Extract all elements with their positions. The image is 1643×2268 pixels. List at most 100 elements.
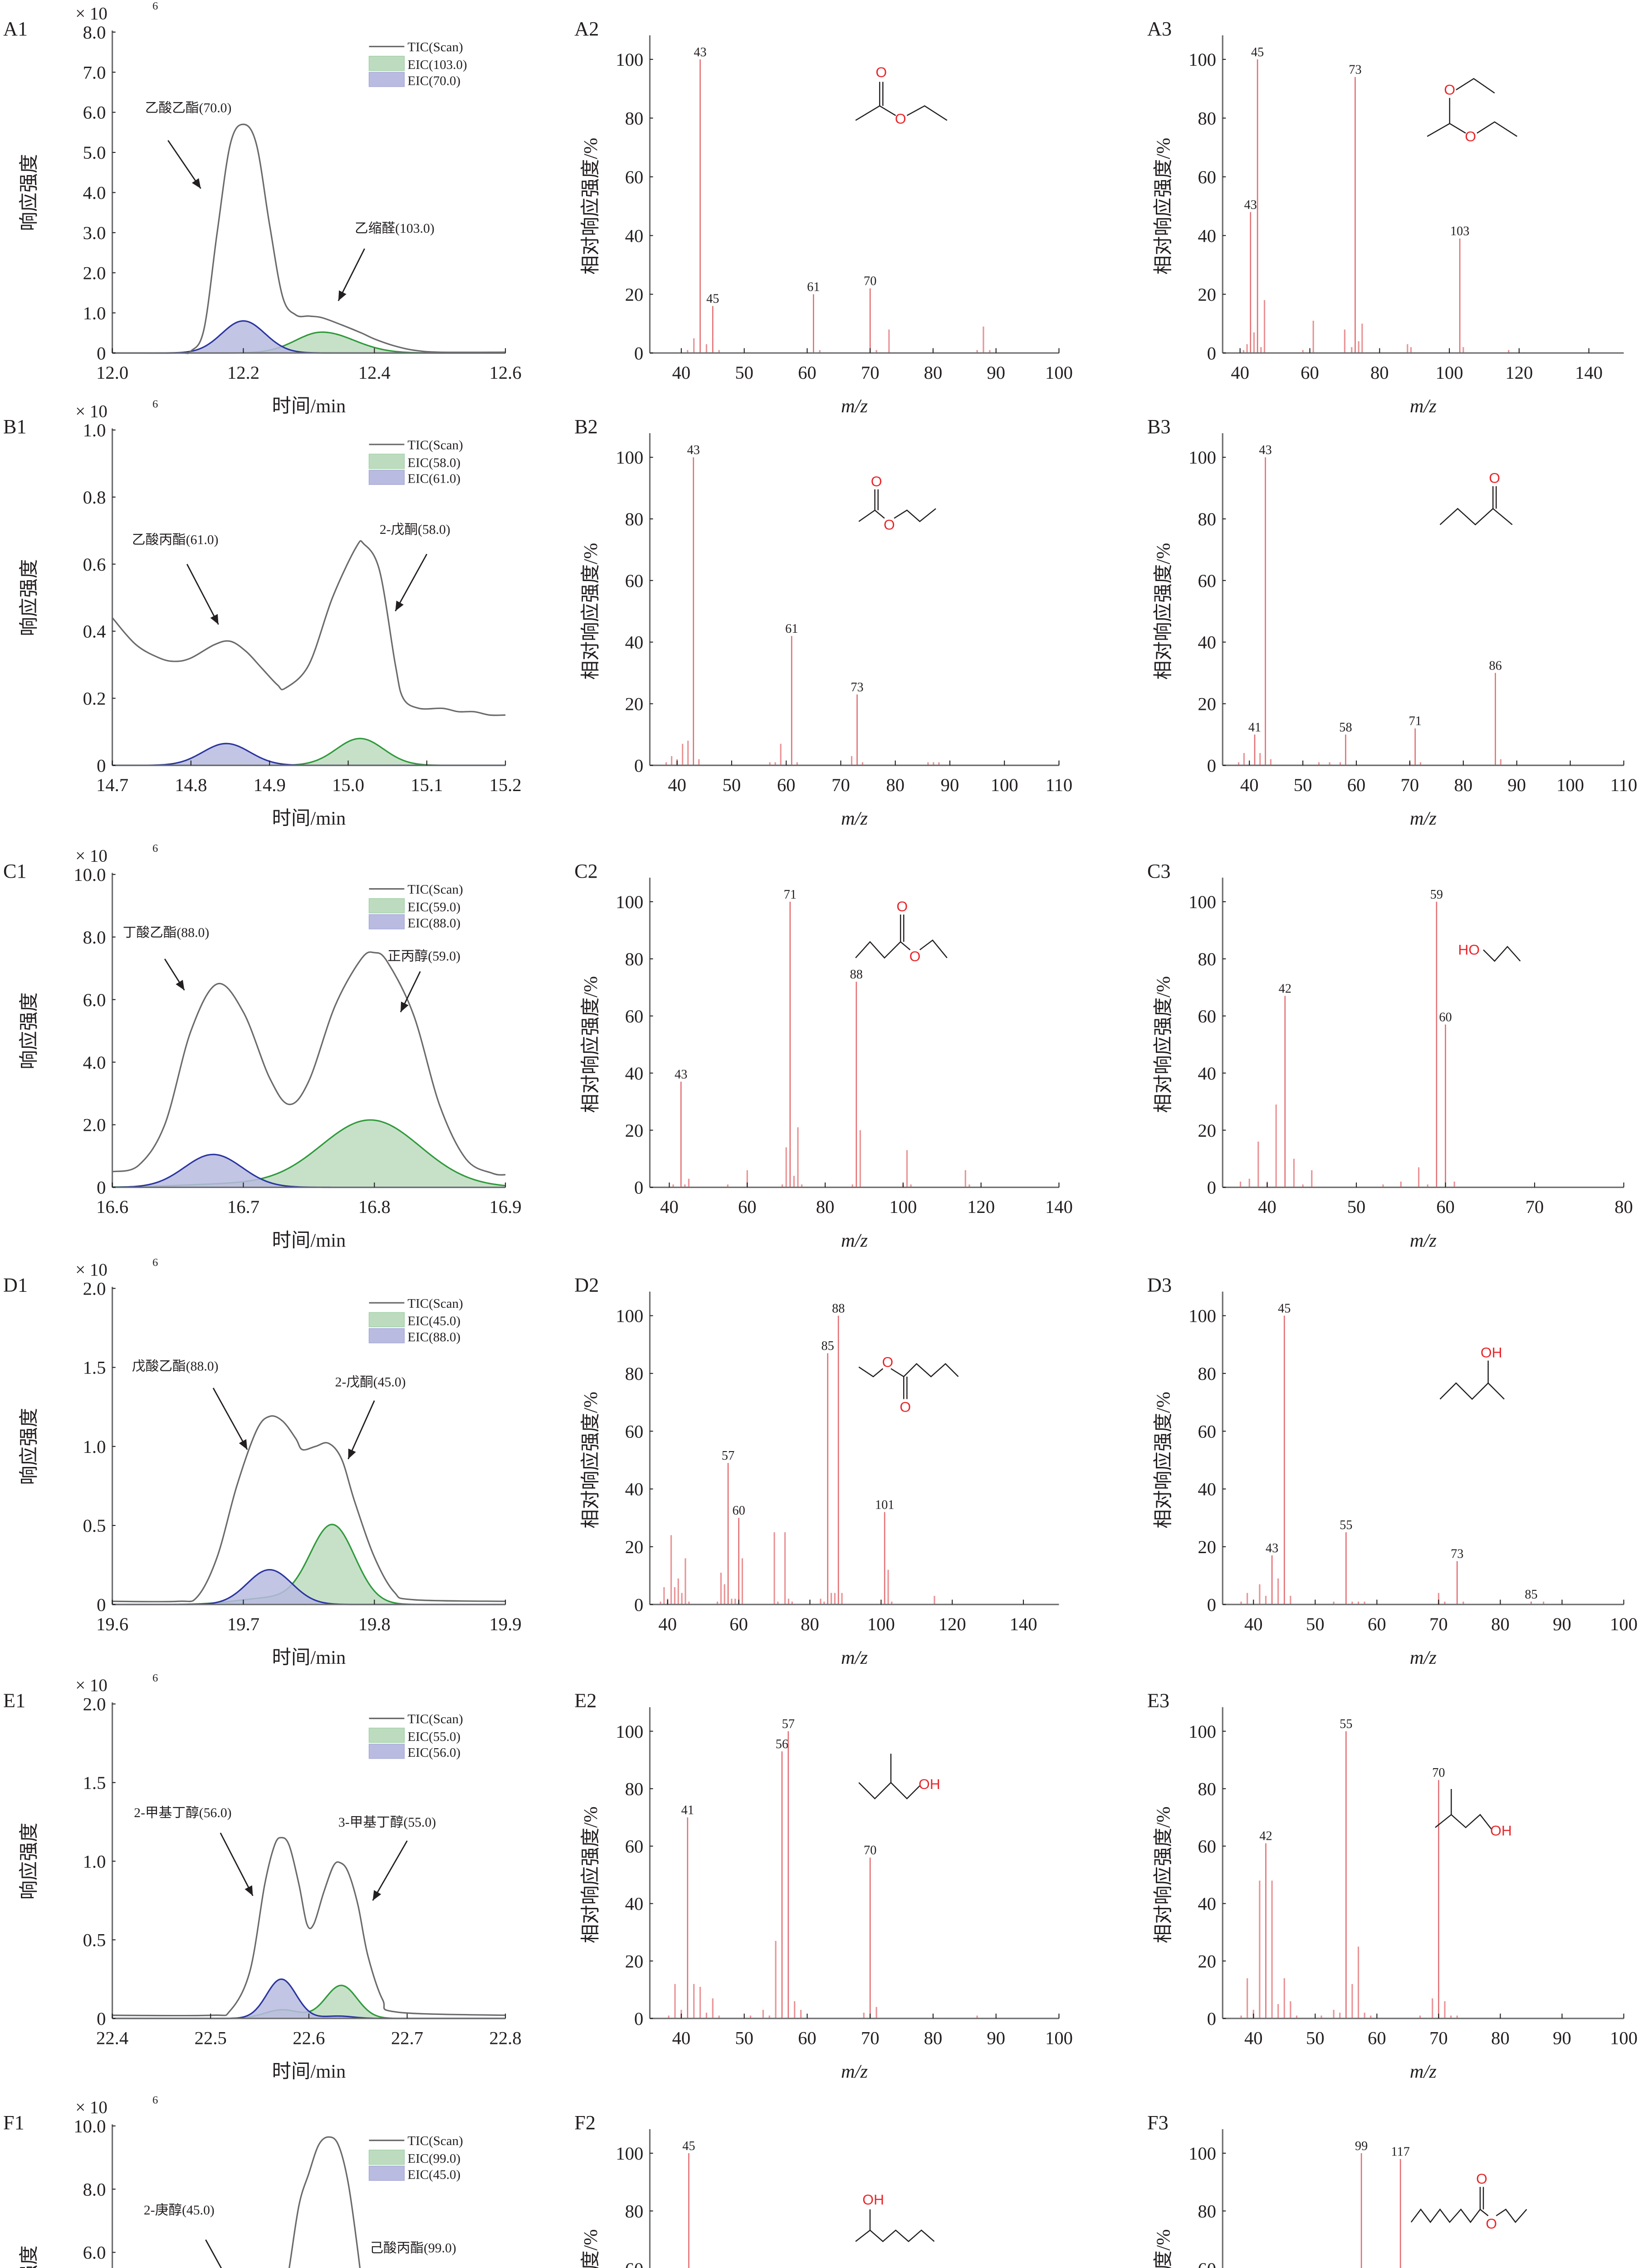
spectrum-panel-F2: F2455583020406080100406080100120140m/z相对…	[574, 2112, 935, 2268]
y-tick-label: 0	[634, 1594, 643, 1615]
arrowhead-icon	[372, 1890, 381, 1901]
legend-green-swatch	[368, 454, 405, 469]
bond-line	[858, 509, 875, 522]
y-tick-label: 0	[1207, 343, 1216, 363]
y-tick-label: 60	[625, 1836, 644, 1857]
y-tick-label: 80	[625, 1364, 644, 1384]
legend-blue-swatch	[368, 1328, 405, 1344]
x-axis-title: m/z	[1410, 396, 1437, 417]
chromatogram-panel-D1: D1 × 10 6 0 0.5 1.0 1.5 2.0 19.6 19.7 19.8 19.9 时间/m…	[3, 1256, 522, 1668]
bond-line	[1496, 2209, 1527, 2223]
x-tick-label: 80	[1370, 362, 1389, 383]
molecule-structure-C2: OO	[855, 898, 948, 964]
y-tick-label: 20	[1198, 1120, 1216, 1141]
atom-label: HO	[1458, 942, 1480, 958]
x-tick-label: 80	[1614, 1197, 1633, 1217]
x-tick-label: 70	[1401, 775, 1419, 795]
x-tick-label: 12.0	[96, 362, 128, 383]
peak-label-mz-61: 61	[807, 280, 820, 294]
arrowhead-icon	[210, 614, 219, 625]
eic-area-eic580	[112, 738, 506, 766]
peak-label-mz-58: 58	[1339, 720, 1352, 734]
y-axis-title: 相对响应强度/%	[580, 138, 601, 275]
x-tick-label: 80	[1491, 1614, 1510, 1634]
atom-label: O	[1486, 2215, 1497, 2232]
x-tick-label: 14.8	[175, 775, 207, 795]
x-tick-label: 60	[777, 775, 796, 795]
peak-label-mz-117: 117	[1391, 2145, 1410, 2159]
atom-label: OH	[862, 2191, 884, 2208]
chromatogram-panel-C1: C1 × 10 6 0 2.0 4.0 6.0 8.0 10.0 16.6 16.7 16.8 16.9…	[3, 842, 522, 1251]
x-tick-label: 22.7	[391, 2028, 423, 2048]
y-tick-label: 2.0	[83, 1279, 106, 1299]
y-tick-label: 40	[1198, 632, 1216, 653]
arrowhead-icon	[192, 178, 201, 189]
x-tick-label: 40	[668, 775, 686, 795]
panel-label: E2	[574, 1690, 597, 1712]
peak-label-mz-43: 43	[694, 45, 706, 59]
atom-label: O	[884, 516, 895, 533]
legend-item-eic-green: EIC(55.0)	[407, 1730, 460, 1744]
x-tick-label: 15.0	[332, 775, 364, 795]
peak-label-mz-85: 85	[1525, 1588, 1537, 1602]
legend-item-tic: TIC(Scan)	[407, 2134, 463, 2148]
y-axis-title: 相对响应强度/%	[580, 543, 601, 680]
y-tick-label: 8.0	[83, 2179, 106, 2200]
spectrum-panel-C3: C3 42 59 60 0 20 40 60 80 100 40 50 60 70 80 m/z 相对响应强度/…	[1147, 860, 1633, 1251]
y-multiplier-label: × 10	[75, 846, 108, 865]
x-axis-title: m/z	[1410, 1230, 1437, 1251]
bond-line	[858, 1366, 884, 1378]
x-tick-label: 15.1	[411, 775, 443, 795]
y-tick-label: 1.0	[83, 1437, 106, 1457]
spectrum-panel-D2: D2 57 60 85 88 101 0 20 40 60 80 100 40 60 80 100 120 140…	[574, 1274, 1059, 1668]
x-tick-label: 120	[1505, 362, 1533, 383]
y-tick-label: 0	[97, 343, 106, 363]
y-multiplier-exponent: 6	[152, 0, 158, 12]
peak-annotation: 2-戊酮(45.0)	[335, 1374, 406, 1389]
x-axis-title: 时间/min	[272, 396, 346, 417]
y-tick-label: 20	[625, 1951, 644, 1971]
annotation-arrow	[337, 248, 365, 301]
y-tick-label: 40	[1198, 1479, 1216, 1500]
annotation-arrow	[186, 564, 219, 625]
y-multiplier-exponent: 6	[152, 2094, 158, 2106]
y-tick-label: 80	[1198, 1779, 1216, 1799]
x-tick-label: 80	[816, 1197, 835, 1217]
panel-label: F3	[1147, 2112, 1169, 2134]
x-tick-label: 140	[1045, 1197, 1073, 1217]
y-axis-title: 相对响应强度/%	[1153, 1806, 1174, 1943]
chromatogram-panel-E1: E1 × 10 6 0 0.5 1.0 1.5 2.0 22.4 22.5 22.6 22.7 22.8…	[3, 1672, 522, 2082]
y-tick-label: 60	[625, 1421, 644, 1442]
x-tick-label: 60	[1368, 2028, 1386, 2048]
x-tick-label: 50	[723, 775, 741, 795]
annotation-arrow	[372, 1840, 408, 1901]
y-tick-label: 0	[1207, 2009, 1216, 2029]
y-tick-label: 1.5	[83, 1773, 106, 1793]
x-tick-label: 80	[1491, 2028, 1510, 2048]
peak-label-mz-73: 73	[1349, 63, 1361, 77]
x-tick-label: 60	[798, 362, 817, 383]
x-tick-label: 70	[831, 775, 850, 795]
peak-label-mz-60: 60	[1439, 1011, 1452, 1025]
annotation-arrow	[167, 140, 201, 189]
y-multiplier-label: × 10	[75, 402, 108, 421]
y-tick-label: 40	[1198, 225, 1216, 246]
spectrum-panel-D3: D3 43 45 55 73 85 0 20 40 60 80 100 40 50 60 70 80 90 100 m…	[1147, 1274, 1638, 1668]
peak-annotation: 2-戊酮(58.0)	[380, 522, 450, 537]
bond-line	[894, 508, 936, 523]
x-tick-label: 19.7	[227, 1614, 259, 1634]
panel-label: A1	[3, 18, 28, 40]
bond-line	[855, 941, 901, 959]
y-tick-label: 0	[97, 2009, 106, 2029]
legend-item-eic-blue: EIC(56.0)	[407, 1745, 460, 1760]
y-tick-label: 0.4	[83, 621, 106, 642]
spectrum-panel-F3: F361991170204060801004080120160200m/z相对响…	[1147, 2112, 1527, 2268]
x-tick-label: 40	[672, 362, 691, 383]
tic-line	[112, 1837, 506, 2017]
y-tick-label: 60	[625, 167, 644, 187]
x-tick-label: 16.8	[358, 1197, 391, 1217]
peak-label-mz-60: 60	[732, 1504, 745, 1518]
x-tick-label: 40	[1240, 775, 1259, 795]
x-tick-label: 80	[924, 362, 943, 383]
x-tick-label: 14.7	[96, 775, 128, 795]
